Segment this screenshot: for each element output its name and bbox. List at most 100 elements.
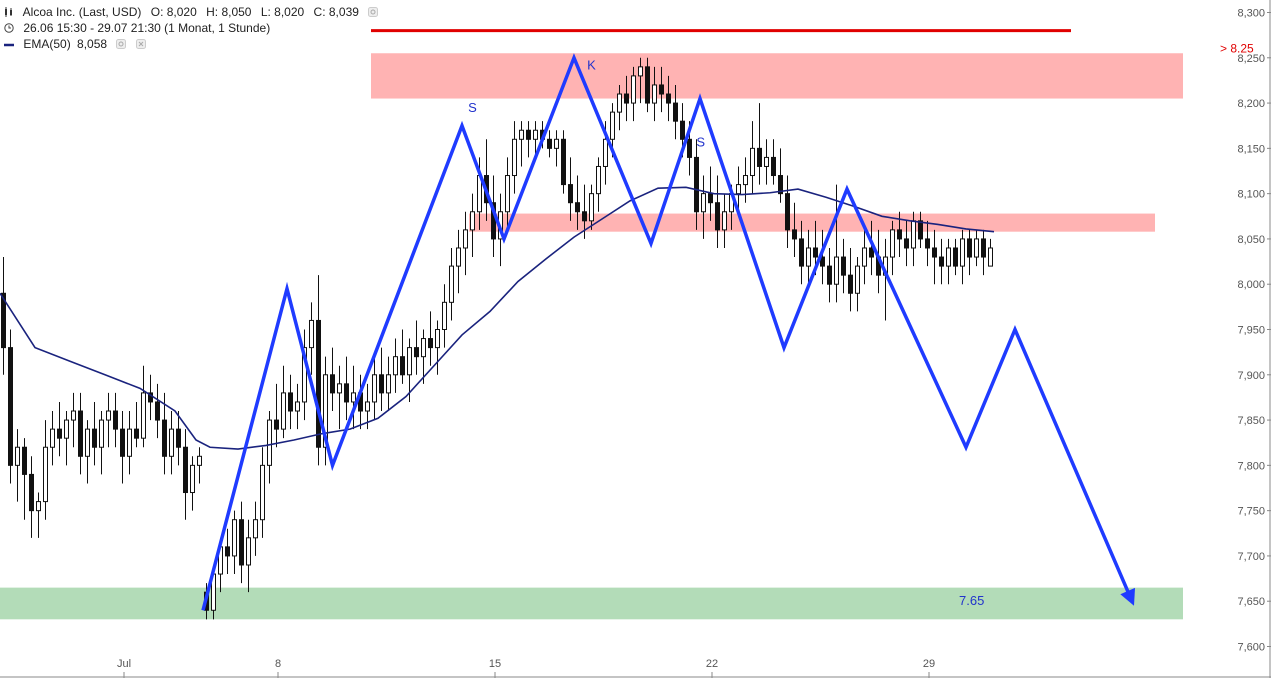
y-tick-label: 8,250 [1237,53,1265,65]
candle-body [106,410,111,421]
candle [386,356,391,412]
candle-body [701,193,706,213]
candle-body [253,519,258,539]
candle-body [50,428,55,448]
candle [225,528,230,575]
candle [715,175,720,248]
candle-body [197,455,202,466]
candle-body [162,419,167,457]
candle-body [365,401,370,412]
candle-body [960,238,965,267]
candle-body [127,428,132,457]
candle-body [225,546,230,557]
candle [918,211,923,248]
candle [862,229,867,285]
candle-body [638,66,643,77]
candle-body [603,138,608,167]
candle [176,411,181,466]
candle-body [988,247,993,267]
x-tick-label: 15 [489,658,501,670]
y-tick-label: 7,700 [1237,551,1265,563]
candle [673,84,678,140]
candle [183,429,188,520]
candle [393,338,398,393]
candle [57,401,62,457]
candle [568,157,573,221]
close-icon[interactable] [135,38,146,49]
symbol-name: Alcoa Inc. (Last, USD) [22,5,142,19]
candle [904,220,909,267]
ema-legend-icon [4,38,14,48]
candle [694,139,699,230]
candle [631,66,636,122]
candle [638,57,643,104]
high-value: H: 8,050 [206,5,252,19]
candle-body [302,347,307,403]
x-tick-label: Jul [117,658,131,670]
zone-0 [371,53,1183,99]
candle-body [43,446,48,503]
candle [428,311,433,366]
candle [827,247,832,303]
pattern-layer [201,53,1136,611]
candle-body [911,220,916,249]
candle-body [232,519,237,557]
candle [890,220,895,276]
candle [379,347,384,412]
candle [99,411,104,475]
candle [624,75,629,122]
y-tick-label: 8,050 [1237,234,1265,246]
candle-body [799,238,804,267]
candle-body [183,446,188,494]
candle-body [820,256,825,267]
candle [841,238,846,294]
candle [400,329,405,384]
settings-icon[interactable] [368,6,379,17]
candle [71,392,76,448]
candle-body [708,193,713,204]
ema-layer [0,186,995,450]
candle [988,238,993,267]
y-tick-label: 7,750 [1237,506,1265,518]
pattern-path [201,53,1131,611]
candle-body [323,374,328,448]
candle-body [575,202,580,213]
settings-icon[interactable] [116,38,127,49]
candle [246,519,251,593]
candle [967,229,972,276]
candle-body [687,138,692,158]
candle [337,365,342,430]
candle-body [176,428,181,448]
close-value: C: 8,039 [313,5,359,19]
candle-body [316,319,321,448]
candle [50,411,55,466]
candle-body [351,392,356,403]
candle-body [407,347,412,376]
candle-body [470,211,475,231]
candle-body [596,165,601,195]
candle-body [288,392,293,412]
candle-body [337,383,342,394]
low-value: L: 8,020 [260,5,305,19]
candle-body [113,410,118,430]
candle-body [246,537,251,566]
candle-body [148,392,153,403]
candle [344,356,349,421]
candle-body [190,464,195,494]
open-value: O: 8,020 [150,5,197,19]
candle [260,447,265,538]
candle-body [71,410,76,421]
candle-body [827,265,832,285]
candle-body [673,102,678,122]
candle [113,392,118,448]
candle-body [141,392,146,439]
candle [253,501,258,556]
candle [869,220,874,276]
candle [197,447,202,484]
candle-body [841,256,846,276]
candle-body [771,156,776,177]
candle-body [785,193,790,231]
candle-body [722,211,727,231]
candle-body [169,428,174,457]
